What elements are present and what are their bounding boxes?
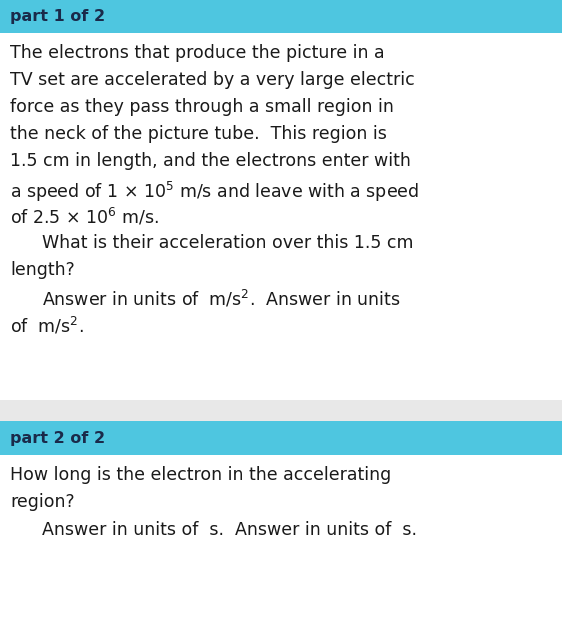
Text: the neck of the picture tube.  This region is: the neck of the picture tube. This regio… xyxy=(10,125,387,143)
Text: How long is the electron in the accelerating: How long is the electron in the accelera… xyxy=(10,466,391,484)
Bar xyxy=(0,455,562,625)
Text: part 2 of 2: part 2 of 2 xyxy=(10,431,105,446)
Text: of 2.5 $\times$ 10$^{6}$ m/s.: of 2.5 $\times$ 10$^{6}$ m/s. xyxy=(10,207,159,228)
Text: force as they pass through a small region in: force as they pass through a small regio… xyxy=(10,98,394,116)
Bar xyxy=(0,0,562,32)
Bar xyxy=(0,32,562,400)
Text: a speed of 1 $\times$ 10$^{5}$ m/s and leave with a speed: a speed of 1 $\times$ 10$^{5}$ m/s and l… xyxy=(10,180,419,204)
Text: 1.5 cm in length, and the electrons enter with: 1.5 cm in length, and the electrons ente… xyxy=(10,152,411,171)
Text: Answer in units of  s.  Answer in units of  s.: Answer in units of s. Answer in units of… xyxy=(42,521,417,539)
Text: Answer in units of  m/s$^{2}$.  Answer in units: Answer in units of m/s$^{2}$. Answer in … xyxy=(42,289,401,309)
Text: The electrons that produce the picture in a: The electrons that produce the picture i… xyxy=(10,44,385,62)
Text: length?: length? xyxy=(10,261,75,279)
Text: TV set are accelerated by a very large electric: TV set are accelerated by a very large e… xyxy=(10,71,415,89)
Text: of  m/s$^{2}$.: of m/s$^{2}$. xyxy=(10,316,84,337)
Text: What is their acceleration over this 1.5 cm: What is their acceleration over this 1.5… xyxy=(42,234,414,252)
Text: region?: region? xyxy=(10,494,75,511)
Bar xyxy=(0,421,562,455)
Bar xyxy=(0,400,562,421)
Text: part 1 of 2: part 1 of 2 xyxy=(10,9,105,24)
